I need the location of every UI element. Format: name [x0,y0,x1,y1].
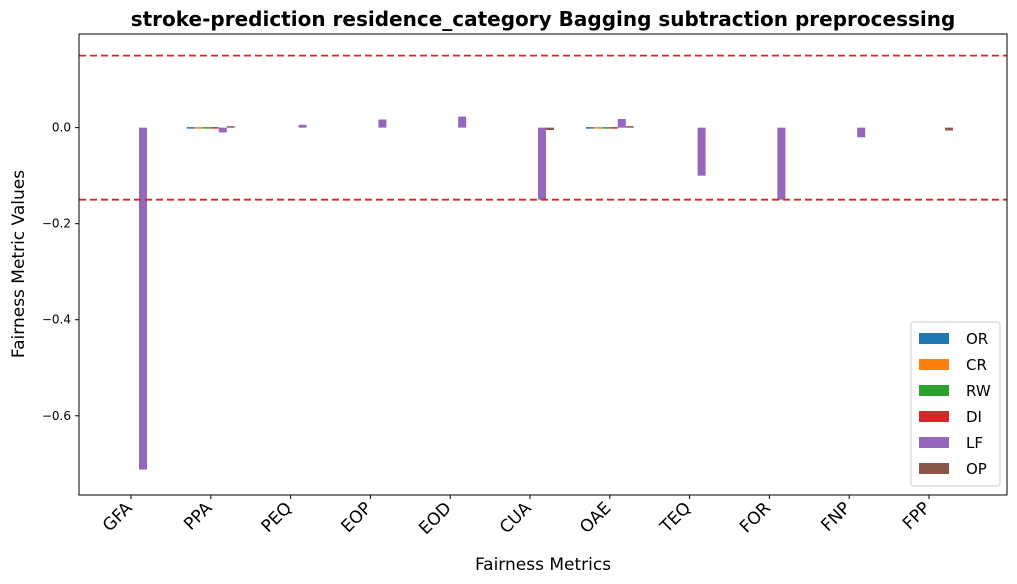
legend-swatch-lf [919,437,949,448]
legend-label-di: DI [966,408,982,426]
x-tick-label-eop: EOP [337,498,375,536]
legend-label-rw: RW [966,382,991,400]
bar-op-cua [546,127,554,131]
y-tick-label: −0.4 [42,313,71,327]
bar-lf-peq [298,124,307,128]
legend-label-or: OR [966,330,988,348]
chart-title: stroke-prediction residence_category Bag… [131,7,956,31]
legend-swatch-rw [919,385,949,396]
x-tick-label-ppa: PPA [180,498,216,534]
bar-rw-ppa [202,127,211,129]
bar-lf-eop [378,119,387,128]
y-axis-label: Fairness Metric Values [9,170,29,358]
bar-lf-gfa [139,127,147,470]
x-axis: GFA PPA PEQ EOP EOD CUA OAE TEQ FOR FNP FPP [99,495,935,539]
bar-lf-oae [617,119,626,128]
legend-label-lf: LF [966,434,983,452]
bar-rw-oae [601,127,610,129]
plot-background [79,34,1007,495]
legend-label-cr: CR [966,356,987,374]
bar-lf-fnp [857,127,866,138]
x-tick-label-fnp: FNP [817,498,854,535]
x-tick-label-for: FOR [736,498,775,537]
bar-cr-oae [593,127,602,129]
x-axis-label: Fairness Metrics [475,555,611,575]
legend-label-op: OP [966,460,987,478]
legend-swatch-op [919,463,949,474]
y-tick-label: −0.2 [42,217,71,231]
x-tick-label-eod: EOD [415,498,455,538]
x-tick-label-fpp: FPP [899,498,935,534]
bar-lf-ppa [218,127,227,133]
reference-lines [78,33,1008,496]
x-tick-label-oae: OAE [576,498,615,537]
bar-or-ppa [186,127,195,129]
legend-swatch-or [919,333,949,344]
x-tick-label-teq: TEQ [656,498,695,537]
y-tick-label: −0.6 [42,409,71,423]
bar-cr-ppa [194,127,203,129]
legend-swatch-di [919,411,949,422]
bar-op-fpp [945,127,953,131]
legend-swatch-cr [919,359,949,370]
x-tick-label-gfa: GFA [99,498,137,536]
x-tick-label-peq: PEQ [258,498,296,536]
plot-frame [78,33,1008,496]
bar-lf-for [777,127,786,200]
bar-op-ppa [226,126,235,128]
legend: OR CR RW DI LF OP [910,321,1001,487]
bar-di-oae [609,127,618,129]
bar-di-ppa [210,127,219,129]
bars-group [139,116,953,470]
bar-lf-eod [458,116,467,128]
bar-lf-cua [538,127,546,200]
y-axis: 0.0 −0.2 −0.4 −0.6 [42,121,79,423]
plot-area [79,34,1007,495]
bar-op-oae [625,126,634,128]
y-tick-label: 0.0 [52,121,71,135]
bar-lf-teq [697,127,706,176]
bar-or-oae [585,127,594,129]
x-tick-label-cua: CUA [496,498,536,538]
